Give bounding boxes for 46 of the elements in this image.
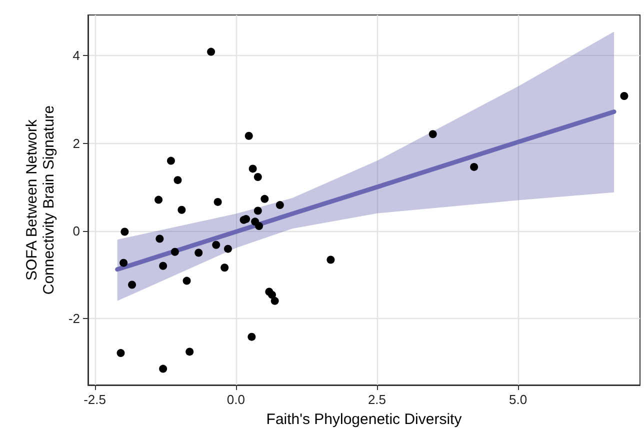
y-axis-title: SOFA Between Network Connectivity Brain Signature: [24, 105, 58, 295]
point: [128, 280, 136, 289]
point: [194, 248, 203, 257]
y-tick-label: -2: [68, 310, 80, 326]
point: [178, 206, 186, 214]
point: [248, 164, 257, 173]
point: [620, 92, 628, 100]
point: [156, 234, 164, 243]
point: [186, 348, 194, 356]
point: [326, 256, 335, 264]
line-series: [115, 110, 616, 272]
point: [428, 130, 437, 138]
point: [120, 258, 128, 267]
point: [120, 228, 129, 236]
y-tick-label: 0: [72, 223, 80, 238]
point: [242, 215, 250, 224]
y-tick-label: 2: [72, 136, 80, 151]
point: [270, 296, 279, 305]
point: [260, 194, 269, 203]
point: [116, 349, 125, 358]
y-tick-label: 4: [72, 48, 80, 64]
point: [470, 162, 478, 171]
x-tick-label: 0.0: [226, 392, 245, 407]
point: [207, 48, 216, 56]
point: [224, 244, 232, 253]
point: [174, 176, 182, 184]
point: [254, 206, 262, 215]
point: [276, 201, 284, 210]
point: [166, 156, 175, 165]
x-axis-title: Faith's Phylogenetic Diversity: [266, 411, 462, 428]
point: [220, 264, 229, 272]
point: [154, 196, 163, 204]
point: [170, 248, 179, 256]
point: [212, 240, 220, 249]
x-tick-label: 5.0: [509, 392, 528, 407]
point: [182, 276, 191, 285]
x-tick-label: -2.5: [84, 392, 106, 407]
point: [268, 290, 276, 299]
point: [214, 198, 222, 206]
point: [159, 364, 168, 373]
x-tick-label: 2.5: [368, 392, 386, 407]
point: [248, 332, 256, 341]
point: [244, 132, 253, 140]
point: [159, 262, 168, 270]
point: [254, 173, 262, 182]
point: [255, 222, 264, 230]
